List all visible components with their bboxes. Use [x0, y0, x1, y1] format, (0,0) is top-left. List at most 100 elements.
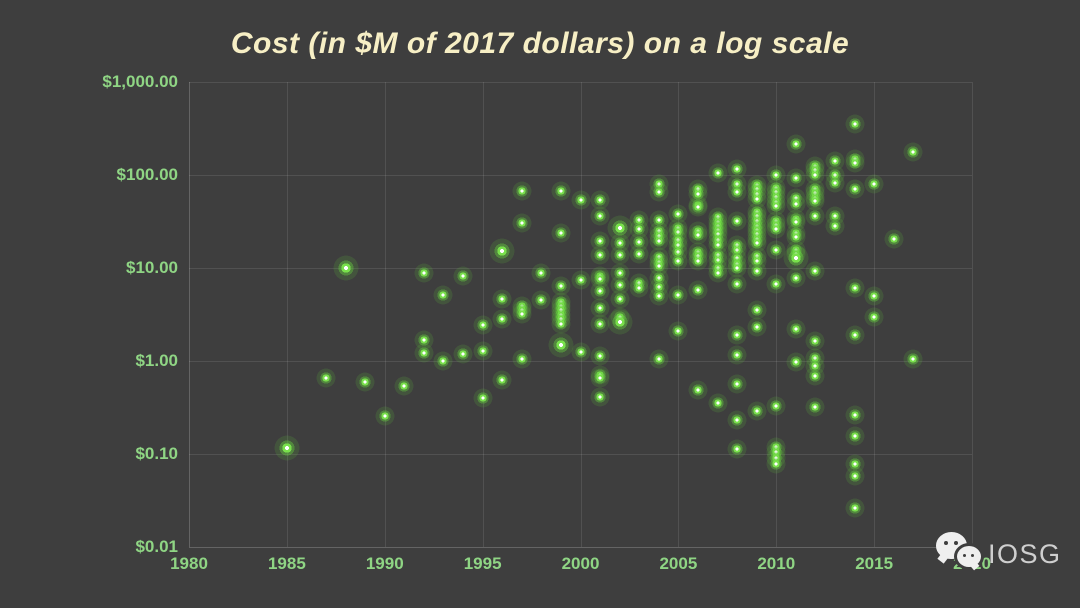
scatter-dot	[512, 349, 532, 369]
scatter-dot	[610, 245, 630, 265]
scatter-dot	[453, 266, 473, 286]
scatter-dot	[688, 380, 708, 400]
scatter-dot	[668, 285, 688, 305]
scatter-dot	[766, 240, 786, 260]
scatter-dot	[845, 466, 865, 486]
scatter-dot	[766, 396, 786, 416]
scatter-dot	[727, 345, 747, 365]
scatter-dot	[590, 245, 610, 265]
scatter-dot	[708, 263, 728, 283]
scatter-dot	[747, 300, 767, 320]
scatter-dot	[845, 179, 865, 199]
scatter-dot	[433, 351, 453, 371]
scatter-dot	[766, 274, 786, 294]
watermark-brand-text: IOSG	[988, 539, 1062, 569]
scatter-dot	[766, 219, 786, 239]
gridline	[482, 82, 484, 547]
scatter-dot	[766, 454, 786, 474]
scatter-dot	[845, 114, 865, 134]
chart-title: Cost (in $M of 2017 dollars) on a log sc…	[230, 27, 850, 60]
scatter-dot	[355, 372, 375, 392]
scatter-dot	[727, 159, 747, 179]
scatter-dot	[489, 238, 515, 264]
plot-area	[189, 82, 973, 548]
scatter-dot	[551, 223, 571, 243]
scatter-dot	[903, 349, 923, 369]
bubble-eye	[971, 554, 974, 557]
bubble-tail	[969, 560, 980, 571]
scatter-dot	[727, 325, 747, 345]
scatter-dot	[864, 174, 884, 193]
y-axis-tick-label: $100.00	[116, 165, 178, 184]
bubble-tail	[937, 552, 949, 564]
gridline	[189, 361, 972, 362]
scatter-dot	[727, 258, 747, 278]
bubble-eye	[944, 541, 948, 545]
scatter-dot	[727, 374, 747, 394]
scatter-dot	[629, 244, 649, 264]
gridline	[189, 547, 972, 548]
scatter-dot	[825, 216, 845, 236]
scatter-dot	[805, 331, 825, 351]
scatter-dot	[394, 376, 414, 396]
scatter-dot	[333, 255, 359, 281]
scatter-dot	[805, 206, 825, 226]
x-axis-tick-label: 2005	[659, 554, 698, 573]
scatter-dot	[668, 251, 688, 271]
scatter-dot	[786, 168, 806, 188]
gridline	[580, 82, 582, 547]
scatter-dot	[590, 387, 610, 407]
y-axis-tick-label: $1.00	[135, 351, 178, 370]
scatter-dot	[492, 289, 512, 309]
bubble-eye	[963, 554, 966, 557]
scatter-dot	[864, 286, 884, 306]
gridline	[776, 82, 778, 547]
gridline	[189, 268, 972, 269]
scatter-dot	[727, 211, 747, 231]
x-axis-tick-label: 1980	[170, 554, 208, 573]
scatter-dot	[607, 309, 633, 335]
scatter-dot	[884, 229, 904, 249]
scatter-dot	[512, 181, 532, 201]
scatter-dot	[473, 341, 493, 361]
scatter-dot	[649, 349, 669, 369]
scatter-dot	[316, 368, 336, 388]
scatter-dot	[590, 298, 610, 318]
y-axis-tick-label: $0.01	[135, 537, 178, 556]
y-axis-tick-label: $0.10	[135, 444, 178, 463]
scatter-dot	[414, 343, 434, 363]
scatter-dot	[747, 401, 767, 421]
x-axis-tick-label: 2015	[855, 554, 894, 573]
scatter-dot	[727, 274, 747, 294]
scatter-dot	[747, 261, 767, 281]
scatter-dot	[845, 325, 865, 345]
scatter-dot	[805, 397, 825, 417]
scatter-dot	[845, 405, 865, 425]
gridline	[189, 454, 972, 455]
gridline	[189, 175, 972, 176]
y-axis-tick-label: $10.00	[126, 258, 178, 277]
scatter-dot	[590, 281, 610, 301]
scatter-dot	[786, 134, 806, 154]
x-axis-tick-label: 1985	[267, 554, 306, 573]
gridline	[189, 82, 190, 547]
scatter-dot	[590, 314, 610, 334]
scatter-dot	[512, 304, 532, 324]
gridline	[678, 82, 680, 547]
scatter-dot	[433, 285, 453, 305]
scatter-dot	[845, 498, 865, 518]
scatter-dot	[708, 393, 728, 413]
scatter-dot	[473, 315, 493, 335]
scatter-dot	[551, 314, 571, 334]
scatter-dot	[708, 163, 728, 183]
scatter-dot	[825, 173, 845, 193]
scatter-dot	[610, 275, 630, 295]
gridline	[972, 82, 973, 547]
gridline	[384, 82, 386, 547]
scatter-dot	[649, 182, 669, 202]
gridline	[189, 82, 972, 83]
scatter-dot	[766, 196, 786, 216]
scatter-dot	[688, 197, 708, 217]
x-axis-tick-label: 2000	[561, 554, 600, 573]
